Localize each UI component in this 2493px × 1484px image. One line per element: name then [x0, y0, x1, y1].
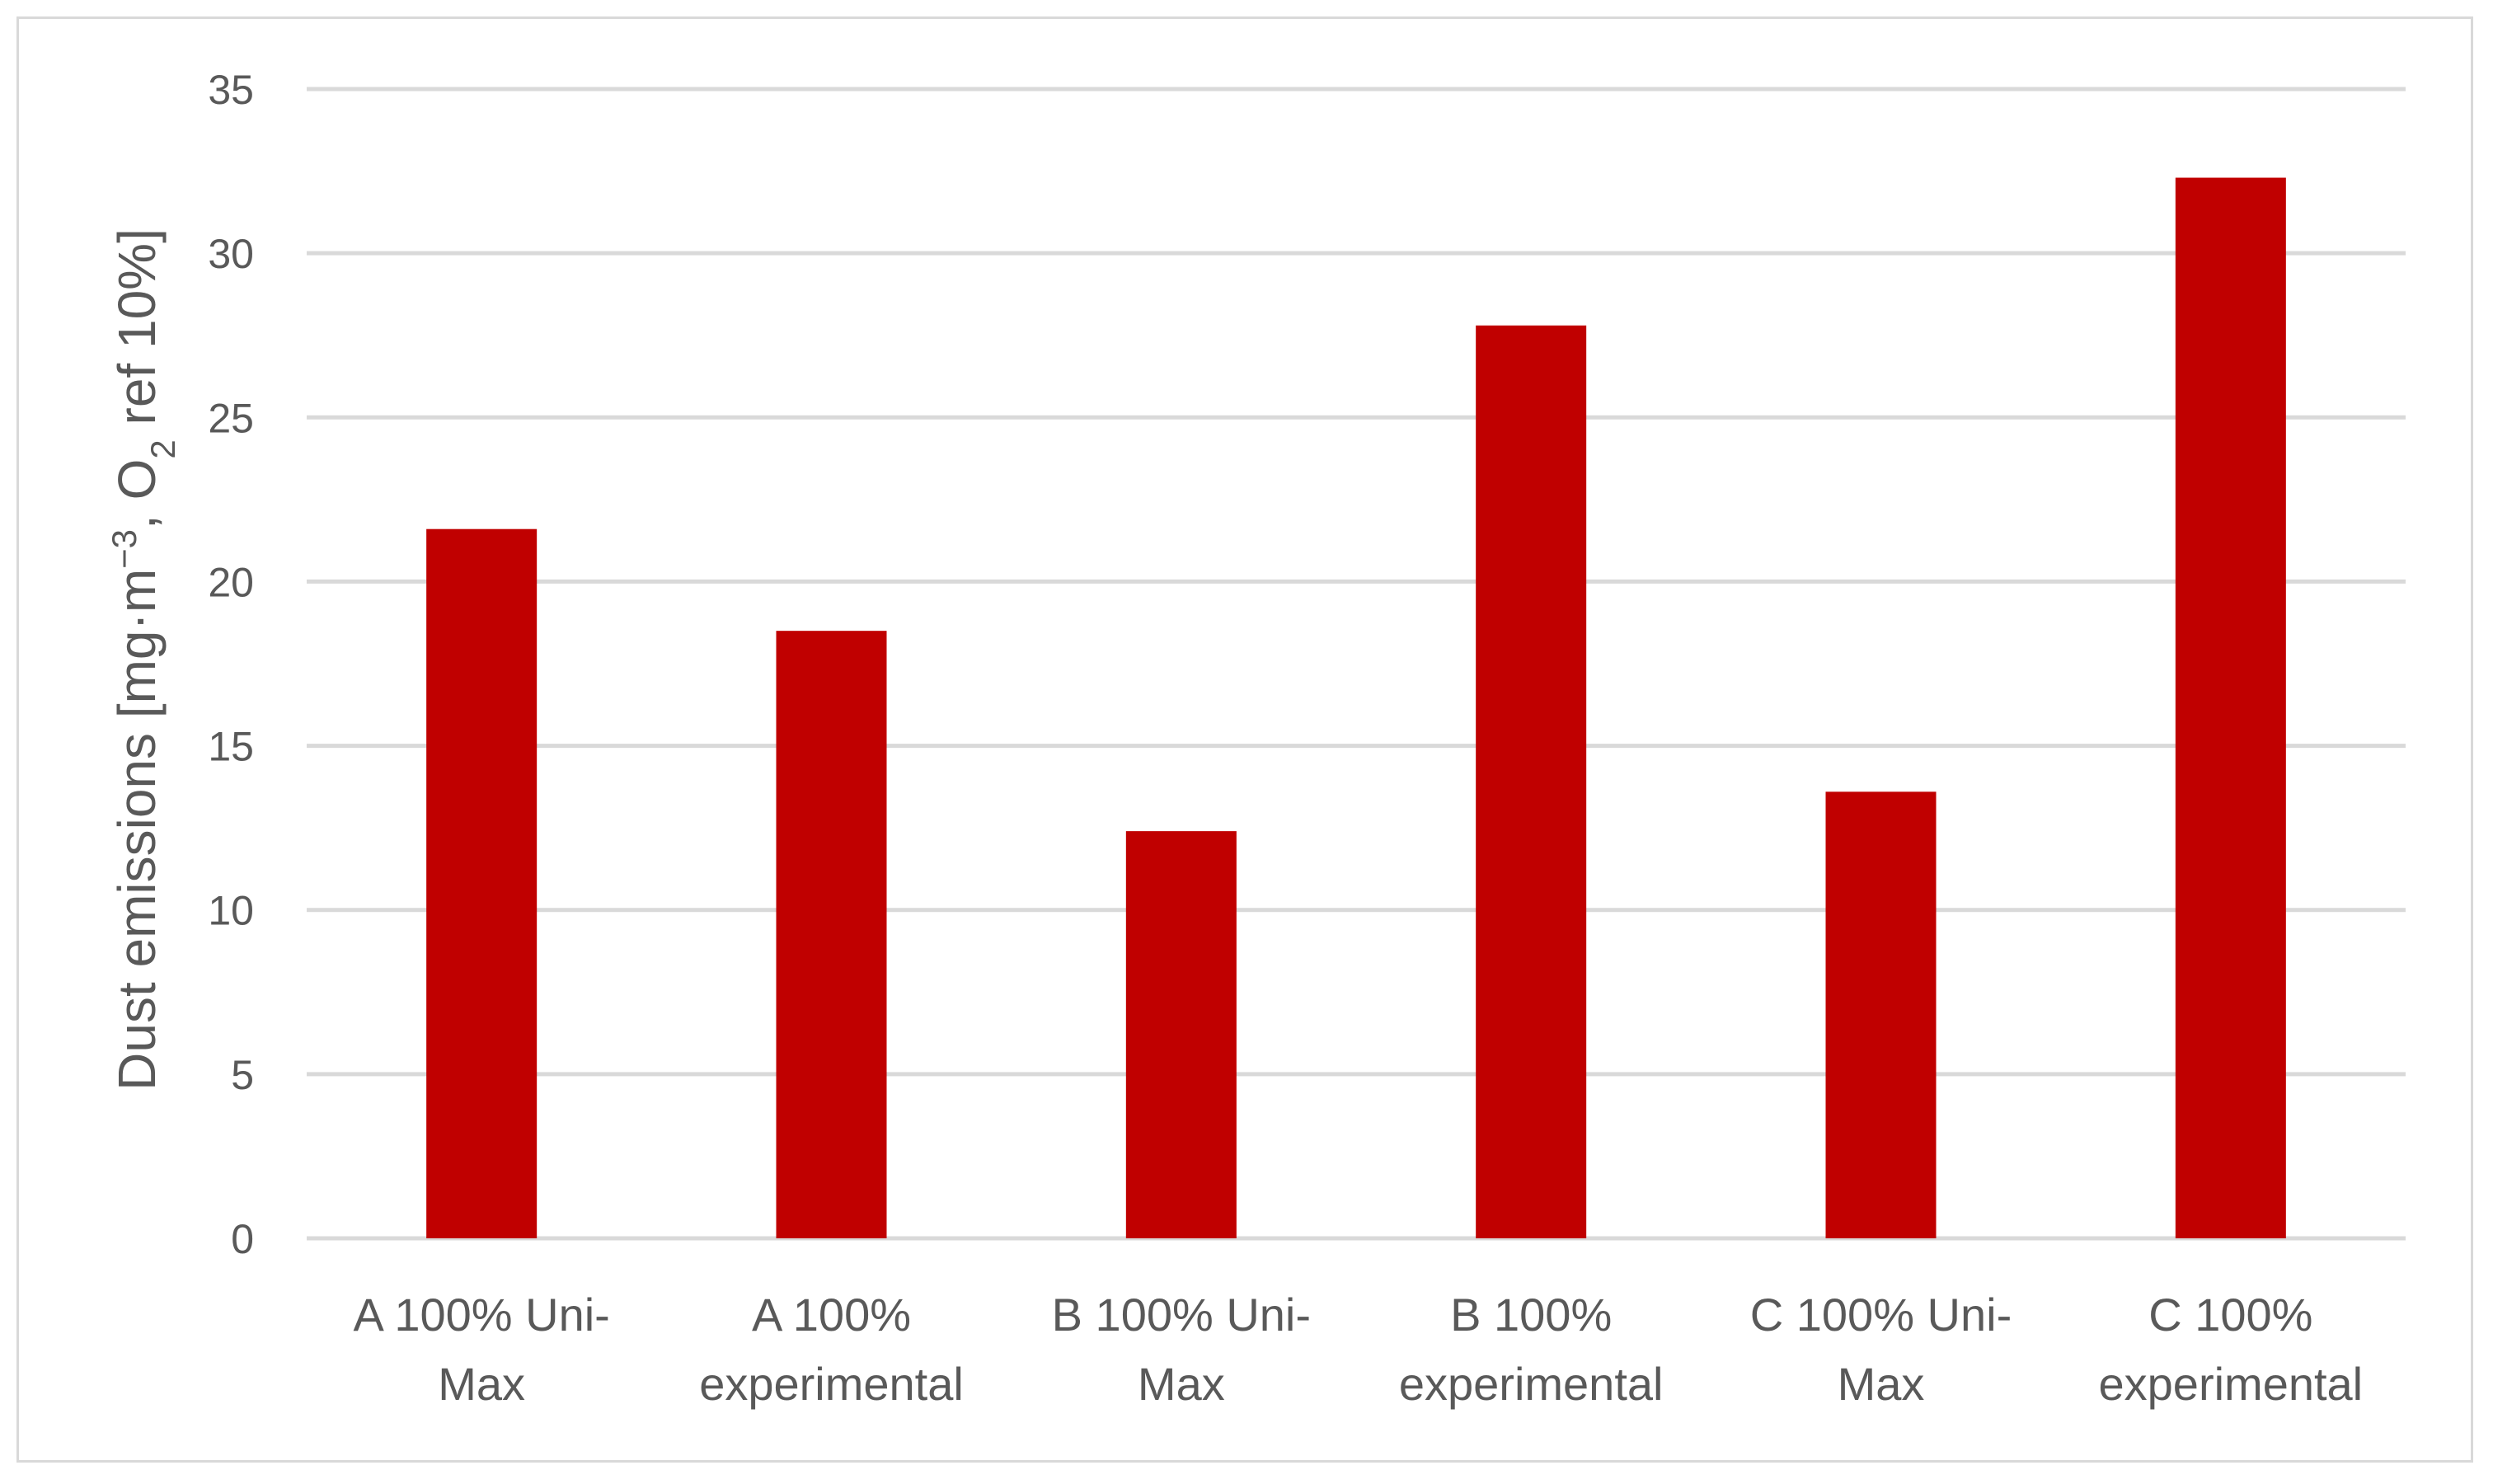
x-category-label: B 100% Uni- Max [1052, 1289, 1311, 1410]
bars [426, 177, 2286, 1239]
y-tick-label: 25 [208, 395, 254, 441]
y-tick-label: 0 [231, 1216, 254, 1262]
x-category-label-line: Max [1838, 1358, 1925, 1410]
y-tick-label: 15 [208, 724, 254, 770]
bar [776, 631, 887, 1238]
x-category-label: C 100% Uni- Max [1750, 1289, 2012, 1410]
x-category-label-line: experimental [2099, 1358, 2364, 1410]
x-category-label-line: B 100% Uni- [1052, 1289, 1311, 1341]
x-category-label: C 100% experimental [2099, 1289, 2364, 1410]
y-axis-label: Dust emissions [mg·m−3, O2 ref 10%] [105, 228, 182, 1091]
x-category-label: A 100% Uni- Max [354, 1289, 610, 1410]
bar [426, 528, 538, 1238]
bar [1125, 831, 1237, 1238]
bar [2175, 177, 2286, 1239]
x-category-label-line: C 100% [2148, 1289, 2312, 1341]
x-category-label-line: Max [438, 1358, 525, 1410]
x-axis-category-labels: A 100% Uni- Max A 100% experimental B 100% U… [354, 1289, 2364, 1410]
x-category-label-line: A 100% Uni- [354, 1289, 610, 1341]
y-tick-label: 30 [208, 231, 254, 277]
x-category-label-line: Max [1138, 1358, 1225, 1410]
bar [1476, 325, 1587, 1238]
x-category-label-line: B 100% [1450, 1289, 1612, 1341]
y-axis-tick-labels: 0 5 10 15 20 25 30 35 [208, 67, 254, 1262]
y-tick-label: 35 [208, 67, 254, 113]
y-tick-label: 5 [231, 1052, 254, 1098]
x-category-label: B 100% experimental [1399, 1289, 1664, 1410]
bar [1825, 791, 1937, 1238]
x-category-label-line: C 100% Uni- [1750, 1289, 2012, 1341]
x-category-label-line: experimental [1399, 1358, 1664, 1410]
x-category-label-line: A 100% [752, 1289, 911, 1341]
x-category-label-line: experimental [699, 1358, 964, 1410]
chart-frame [16, 16, 2473, 1463]
gridlines [307, 87, 2406, 1241]
x-category-label: A 100% experimental [699, 1289, 964, 1410]
y-tick-label: 20 [208, 559, 254, 605]
y-tick-label: 10 [208, 888, 254, 934]
